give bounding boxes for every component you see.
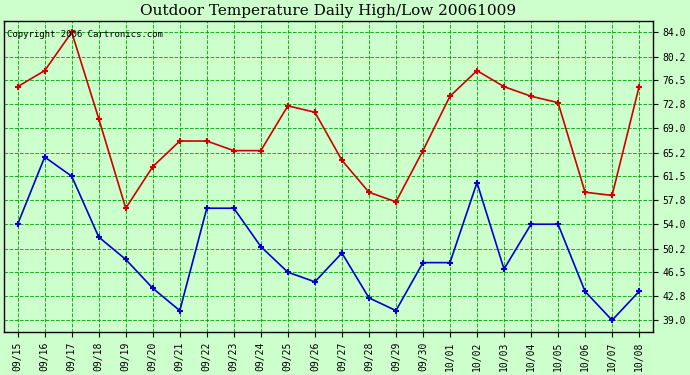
Text: Copyright 2006 Cartronics.com: Copyright 2006 Cartronics.com — [8, 30, 164, 39]
Title: Outdoor Temperature Daily High/Low 20061009: Outdoor Temperature Daily High/Low 20061… — [140, 4, 516, 18]
